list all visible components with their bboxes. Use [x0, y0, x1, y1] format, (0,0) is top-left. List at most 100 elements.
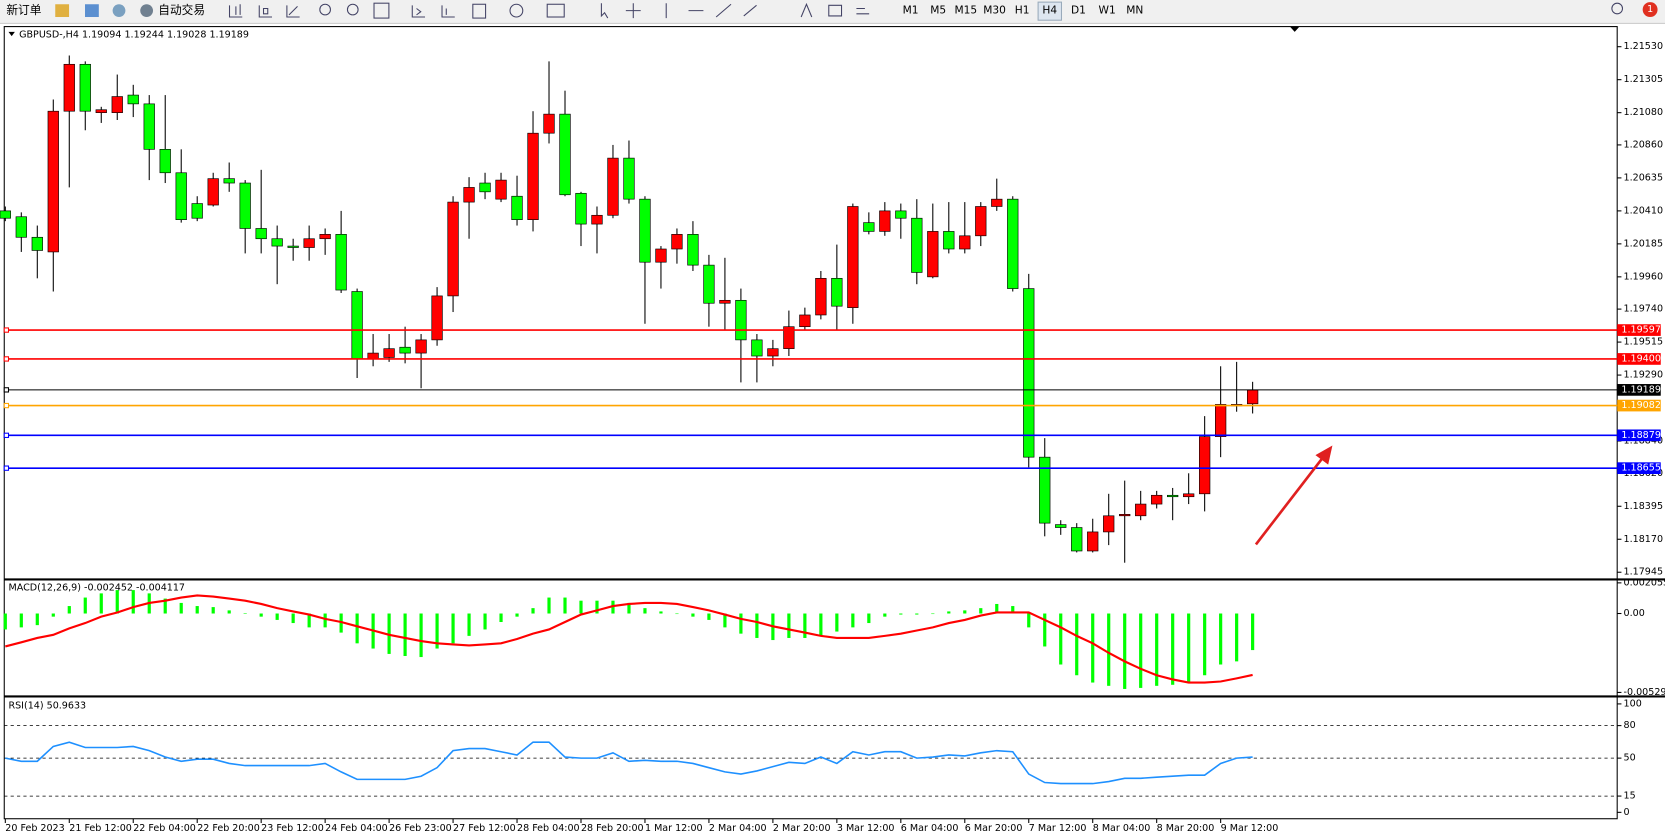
candle-body	[463, 187, 475, 203]
macd-bar	[307, 613, 311, 628]
timeframe-button[interactable]: M1	[903, 4, 919, 17]
x-tick-label: 27 Feb 12:00	[453, 823, 516, 834]
y-tick-label: 1.19960	[1624, 271, 1663, 282]
search-icon[interactable]	[1611, 2, 1624, 15]
candle-body	[863, 222, 875, 232]
icon[interactable]	[472, 3, 487, 19]
candle-body	[799, 314, 811, 328]
candle-body	[831, 277, 843, 307]
notification-count: 1	[1647, 4, 1653, 15]
y-tick-label: 1.19515	[1624, 337, 1663, 348]
level-label-bg	[1617, 324, 1661, 336]
candle-body	[1215, 404, 1227, 437]
x-tick-label: 22 Feb 20:00	[197, 823, 260, 834]
macd-bar	[899, 613, 903, 615]
toolbar-bg	[0, 0, 1665, 24]
timeframe-button[interactable]: D1	[1071, 4, 1086, 17]
candle-body	[159, 148, 171, 174]
candle-body	[1103, 515, 1115, 533]
candle-body	[607, 157, 619, 216]
level-handle	[3, 432, 10, 438]
macd-bar	[19, 613, 23, 628]
candle-body	[591, 214, 603, 225]
candle-body	[895, 210, 907, 219]
candle-body	[0, 210, 11, 219]
macd-bar	[179, 602, 183, 614]
icon[interactable]	[411, 5, 426, 18]
timeframe-button[interactable]: H4	[1042, 4, 1057, 17]
candle-body	[911, 217, 923, 273]
timeframe-button[interactable]: H1	[1015, 4, 1030, 17]
notification-badge[interactable]	[1642, 2, 1658, 18]
level-handle	[3, 402, 10, 409]
macd-bar	[643, 608, 647, 614]
icon[interactable]	[55, 4, 70, 18]
macd-bar	[1107, 613, 1111, 686]
macd-bar	[483, 613, 487, 630]
candle-body	[767, 348, 779, 357]
icon[interactable]	[509, 3, 524, 18]
icon[interactable]	[600, 3, 609, 19]
icon[interactable]	[373, 2, 390, 19]
x-tick-label: 21 Feb 12:00	[69, 823, 132, 834]
auto-trading-button[interactable]: 自动交易	[158, 3, 205, 17]
icon[interactable]	[85, 4, 99, 18]
icon[interactable]	[112, 4, 126, 18]
candle-body	[1039, 456, 1051, 524]
macd-bar	[1043, 613, 1047, 647]
candle-body	[751, 339, 763, 357]
macd-bar	[1091, 613, 1095, 683]
candle-body	[1023, 288, 1035, 458]
timeframe-button[interactable]: W1	[1099, 4, 1116, 17]
macd-bar	[163, 598, 167, 614]
icon[interactable]	[625, 3, 641, 19]
timeframe-button[interactable]: M30	[983, 4, 1006, 17]
icon[interactable]	[228, 4, 243, 18]
auto-trading-icon[interactable]	[140, 4, 154, 18]
macd-bar	[979, 608, 983, 614]
macd-bar	[1187, 613, 1191, 683]
candle-body	[287, 245, 299, 248]
macd-bar	[627, 602, 631, 614]
icon[interactable]	[319, 3, 331, 16]
macd-bar	[995, 603, 999, 614]
macd-bar	[227, 610, 231, 614]
title-marker	[8, 31, 15, 37]
icon[interactable]	[665, 2, 870, 19]
timeframe-button[interactable]: M5	[930, 4, 946, 17]
macd-bar	[947, 611, 951, 614]
macd-bar	[211, 607, 215, 614]
price-title: GBPUSD-,H4 1.19094 1.19244 1.19028 1.191…	[19, 30, 249, 41]
candle-body	[1199, 436, 1211, 495]
y-tick-label: 0	[1624, 807, 1630, 818]
timeframe-button[interactable]: M15	[955, 4, 978, 17]
icon[interactable]	[258, 5, 273, 18]
new-order-button[interactable]: 新订单	[6, 3, 41, 17]
icon[interactable]	[346, 3, 359, 16]
level-label-bg	[1617, 399, 1661, 412]
macd-bar	[659, 611, 663, 614]
level-label: 1.19082	[1621, 400, 1660, 411]
icon[interactable]	[546, 3, 565, 18]
y-tick-label: 1.20185	[1624, 238, 1663, 249]
candle-body	[415, 339, 427, 354]
macd-bar	[547, 597, 551, 614]
level-label-bg	[1617, 462, 1661, 475]
candle-body	[511, 195, 523, 221]
icon[interactable]	[286, 5, 300, 18]
timeframe-button[interactable]: MN	[1126, 4, 1143, 17]
macd-bar	[755, 613, 759, 638]
candle-body	[223, 178, 235, 184]
signal-line	[5, 594, 1253, 684]
candle-body	[1183, 493, 1195, 498]
macd-bar	[1059, 613, 1063, 665]
candle-body	[559, 113, 571, 196]
macd-bar	[739, 613, 743, 634]
macd-bar	[787, 613, 791, 638]
icon[interactable]	[441, 5, 455, 18]
y-tick-label: 0.00	[1624, 608, 1645, 619]
macd-bar	[531, 608, 535, 614]
macd-bar	[291, 613, 295, 624]
macd-bar	[563, 597, 567, 614]
candle-body	[543, 113, 555, 134]
